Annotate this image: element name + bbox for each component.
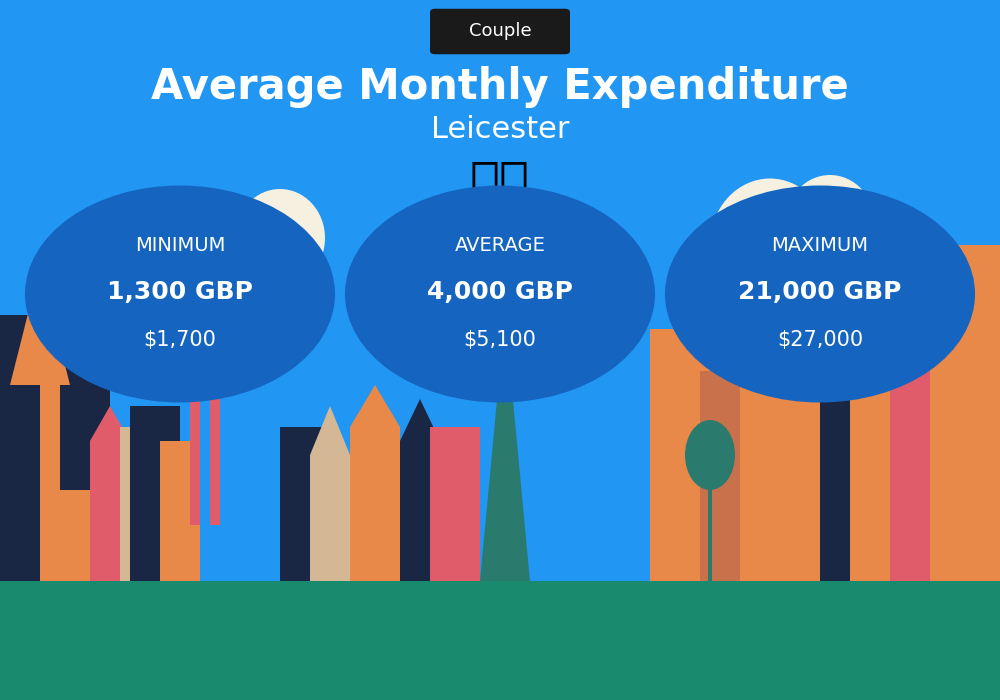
Bar [310,455,350,581]
Text: $1,700: $1,700 [144,330,216,349]
Polygon shape [350,385,400,427]
Text: 🇬🇧: 🇬🇧 [470,158,530,206]
Text: Average Monthly Expenditure: Average Monthly Expenditure [151,66,849,108]
Bar [740,266,820,581]
Bar [160,441,200,581]
FancyBboxPatch shape [430,8,570,55]
Bar [700,371,750,581]
Text: 21,000 GBP: 21,000 GBP [738,280,902,304]
Bar [0,385,60,581]
Text: Leicester: Leicester [431,115,569,144]
Bar [190,399,200,525]
Bar [60,336,110,490]
Text: 4,000 GBP: 4,000 GBP [427,280,573,304]
Polygon shape [480,315,530,581]
Circle shape [345,186,655,402]
Bar [130,406,180,581]
Bar [708,462,712,581]
Circle shape [665,186,975,402]
Circle shape [25,186,335,402]
Bar [40,427,90,581]
Bar [120,427,160,581]
Polygon shape [90,406,130,441]
Polygon shape [400,399,440,441]
Ellipse shape [160,203,280,329]
Polygon shape [10,266,70,385]
Text: MAXIMUM: MAXIMUM [772,236,868,255]
Bar [0,581,1000,700]
Bar [0,315,40,581]
Text: 1,300 GBP: 1,300 GBP [107,280,253,304]
Text: AVERAGE: AVERAGE [455,236,545,255]
Bar [930,245,1000,581]
Polygon shape [310,406,350,455]
Bar [890,301,940,581]
Bar [400,441,440,581]
Bar [430,427,480,581]
Bar [350,427,400,581]
Bar [820,231,860,581]
Ellipse shape [785,175,875,273]
Ellipse shape [235,189,325,287]
Text: $5,100: $5,100 [464,330,536,349]
Ellipse shape [710,178,830,312]
Text: $27,000: $27,000 [777,330,863,349]
Bar [850,315,900,581]
Polygon shape [760,196,820,315]
Bar [210,399,220,525]
Text: MINIMUM: MINIMUM [135,236,225,255]
Text: Couple: Couple [469,22,531,41]
Bar [90,441,130,581]
Bar [280,427,330,581]
Bar [650,329,710,581]
Ellipse shape [685,420,735,490]
